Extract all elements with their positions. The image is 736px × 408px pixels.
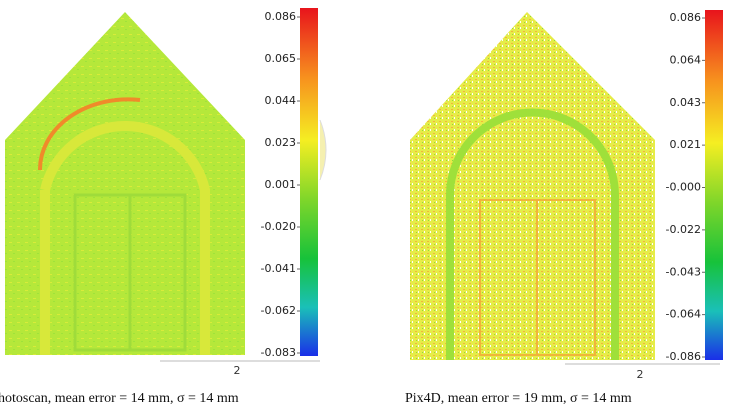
colorbar-tick-label: -0.086 — [666, 350, 701, 363]
colorbar-tick-label: 0.001 — [265, 178, 297, 191]
facade-image — [5, 12, 245, 355]
colorbar-tick-label: -0.083 — [261, 346, 296, 359]
colorbar-tick-label: 0.086 — [670, 11, 702, 24]
scale-label: 2 — [234, 364, 241, 377]
caption: Pix4D, mean error = 19 mm, σ = 14 mm — [405, 391, 632, 406]
colorbar-tick-label: -0.000 — [666, 181, 701, 194]
colorbar-tick-label: 0.064 — [670, 53, 702, 66]
caption: hotoscan, mean error = 14 mm, σ = 14 mm — [0, 391, 239, 406]
colorbar-tick-label: -0.062 — [261, 304, 296, 317]
scale-label: 2 — [637, 368, 644, 381]
colorbar — [705, 10, 723, 360]
colorbar-tick-label: -0.041 — [261, 262, 296, 275]
colorbar-tick-label: -0.020 — [261, 220, 296, 233]
facade-image — [410, 12, 655, 360]
colorbar-tick-label: 0.044 — [265, 94, 297, 107]
colorbar — [300, 8, 318, 356]
colorbar-tick-label: 0.086 — [265, 10, 297, 23]
colorbar-tick-label: 0.023 — [265, 136, 297, 149]
colorbar-tick-label: -0.064 — [666, 308, 701, 321]
colorbar-tick-label: 0.021 — [670, 138, 702, 151]
colorbar-tick-label: 0.043 — [670, 96, 702, 109]
colorbar-tick-label: -0.043 — [666, 265, 701, 278]
colorbar-tick-label: -0.022 — [666, 223, 701, 236]
histogram — [319, 119, 327, 181]
colorbar-tick-label: 0.065 — [265, 52, 297, 65]
